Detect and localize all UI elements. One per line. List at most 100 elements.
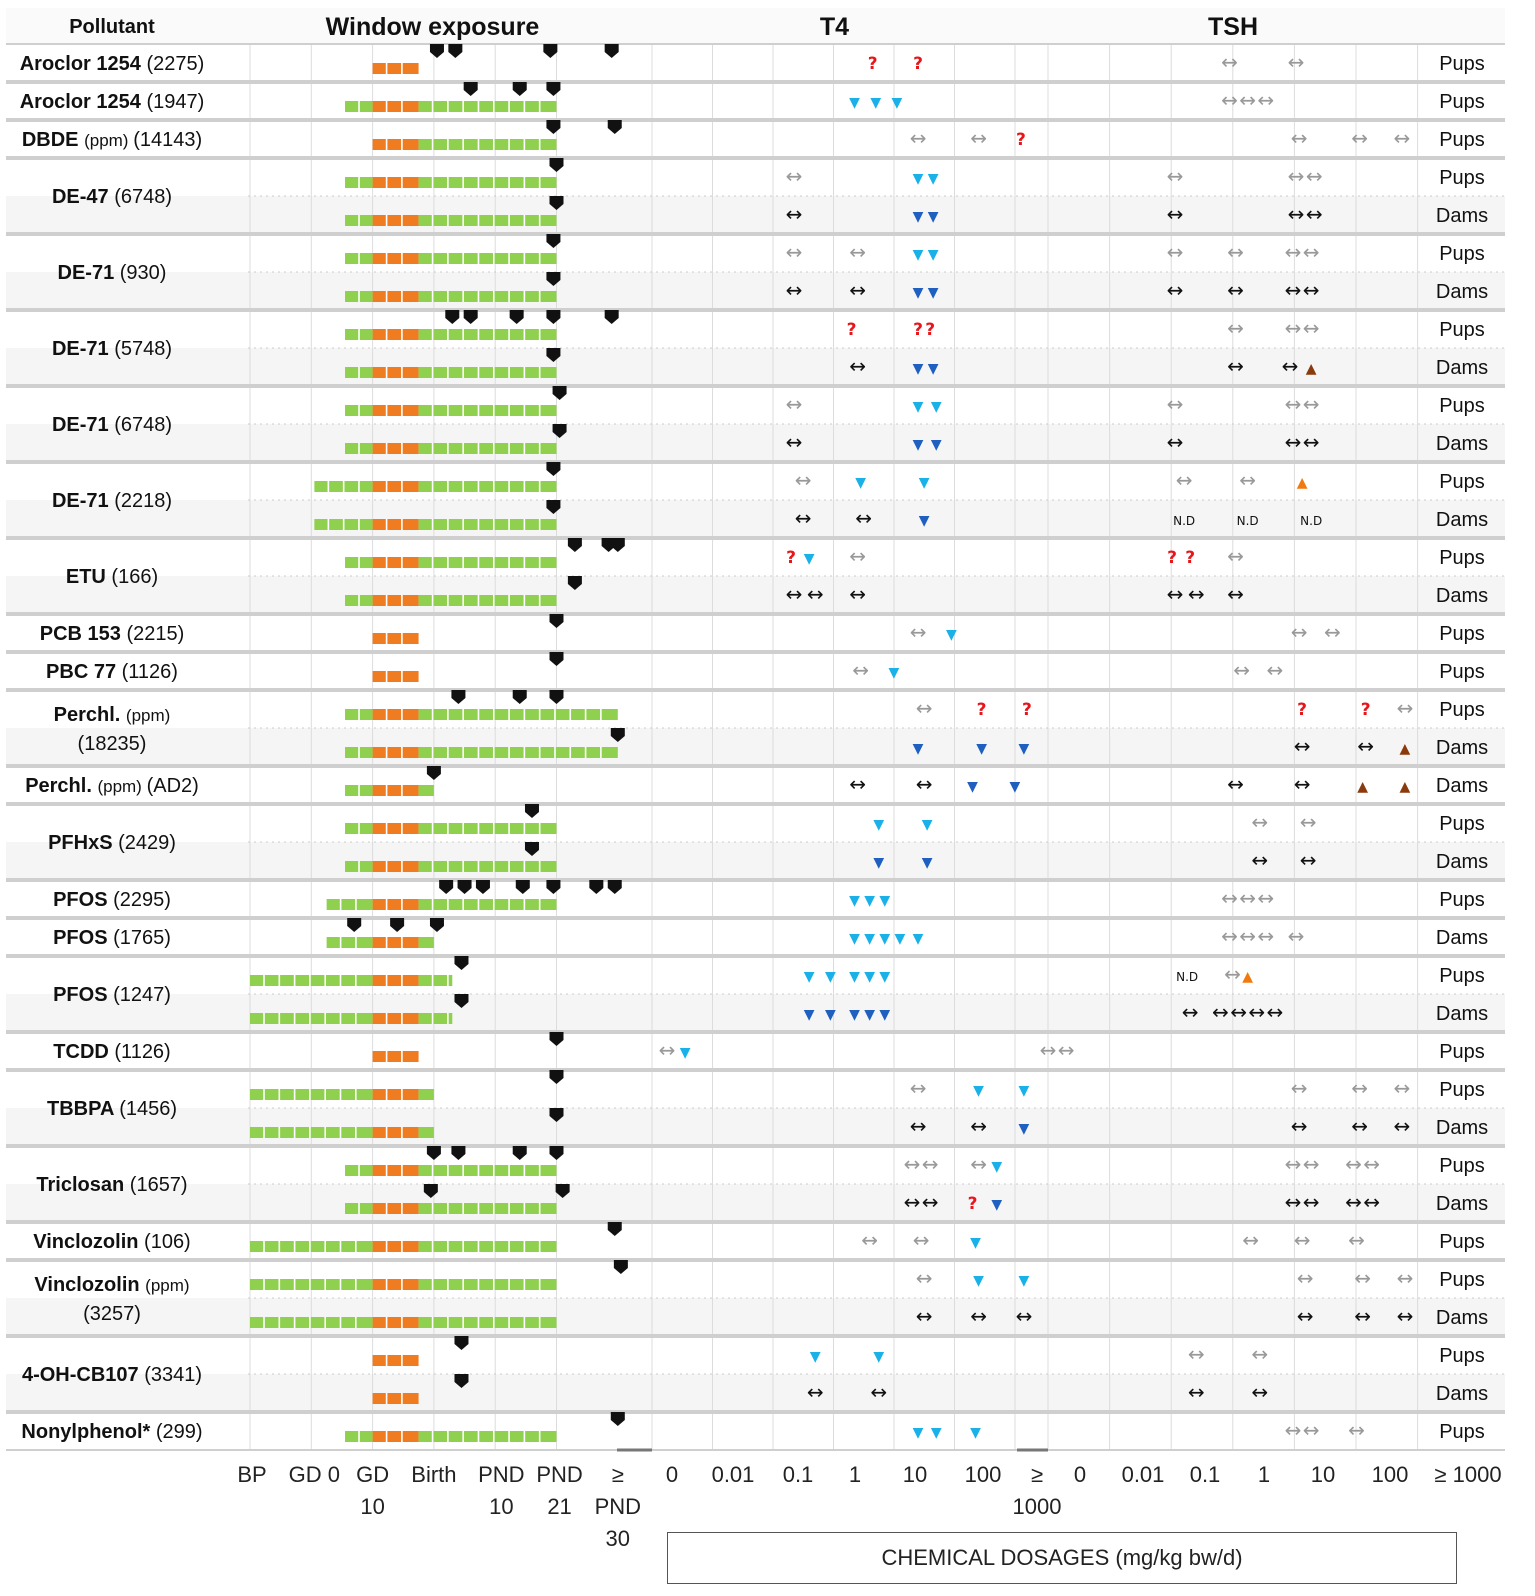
- tsh-effect-mark: ↔: [1266, 1000, 1283, 1024]
- pollutant-label: DE-71 (2218): [52, 490, 172, 512]
- t4-effect-mark: ▼: [804, 1007, 815, 1023]
- window-tick-label: PND: [478, 1462, 524, 1487]
- tsh-effect-mark: ↔: [1257, 88, 1274, 112]
- sex-label: Pups: [1439, 167, 1485, 189]
- t4-effect-mark: ▼: [913, 931, 924, 947]
- measurement-marker: [524, 804, 539, 818]
- t4-effect-mark: ▼: [849, 95, 860, 111]
- pollutant-label: PFHxS (2429): [48, 832, 176, 854]
- t4-effect-mark: ▼: [849, 969, 860, 985]
- tsh-dose-tick: 100: [1372, 1462, 1409, 1487]
- t4-effect-mark: ?: [1016, 130, 1026, 150]
- measurement-marker: [451, 1146, 466, 1160]
- t4-effect-mark: ?: [847, 320, 857, 340]
- pollutant-label: DE-71 (6748): [52, 414, 172, 436]
- pollutant-unit: (ppm): [145, 1276, 189, 1295]
- tsh-effect-mark: ↔: [1291, 620, 1308, 644]
- tsh-effect-mark: ↔: [1257, 924, 1274, 948]
- t4-dose-tick: 100: [965, 1462, 1002, 1487]
- tsh-effect-mark: ↔: [1248, 1000, 1265, 1024]
- exposure-bar: [372, 595, 419, 606]
- t4-effect-mark: ▼: [873, 1349, 884, 1365]
- measurement-marker: [552, 386, 567, 400]
- window-exposure-header: Window exposure: [326, 13, 540, 41]
- measurement-marker: [567, 576, 582, 590]
- t4-effect-mark: ▼: [922, 817, 933, 833]
- t4-effect-mark: ?: [786, 548, 796, 568]
- t4-effect-mark: ▼: [1019, 1121, 1030, 1137]
- measurement-marker: [607, 880, 622, 894]
- exposure-bar: [418, 709, 618, 720]
- exposure-bar: [418, 557, 557, 568]
- tsh-effect-mark: ↔: [1397, 1266, 1414, 1290]
- pollutant-reference: (6748): [114, 186, 172, 208]
- pollutant-reference: (2275): [146, 53, 204, 75]
- tsh-effect-mark: ↔: [1351, 1114, 1368, 1138]
- tsh-dose-tick: 0.1: [1190, 1462, 1221, 1487]
- pollutant-header: Pollutant: [69, 16, 155, 38]
- sex-label: Pups: [1439, 547, 1485, 569]
- measurement-marker: [610, 728, 625, 742]
- window-tick-label: 10: [360, 1494, 384, 1519]
- exposure-bar: [418, 1127, 434, 1138]
- sex-label: Pups: [1439, 395, 1485, 417]
- t4-effect-mark: ?: [977, 700, 987, 720]
- tsh-effect-mark: ↔: [1394, 126, 1411, 150]
- measurement-marker: [546, 880, 561, 894]
- measurement-marker: [463, 82, 478, 96]
- sex-label: Pups: [1439, 91, 1485, 113]
- tsh-effect-mark: ↔: [1167, 164, 1184, 188]
- tsh-effect-mark: ↔: [1282, 354, 1299, 378]
- sex-label: Dams: [1436, 1117, 1488, 1139]
- pollutant-label: Aroclor 1254 (1947): [20, 91, 205, 113]
- exposure-bar: [418, 1013, 453, 1024]
- tsh-effect-mark: ↔: [1212, 1000, 1229, 1024]
- window-tick-label: PND: [595, 1494, 641, 1519]
- tsh-effect-mark: ↔: [1221, 88, 1238, 112]
- exposure-bar: [372, 329, 419, 340]
- row-shade: [6, 348, 1505, 386]
- measurement-marker: [549, 652, 564, 666]
- measurement-marker: [546, 462, 561, 476]
- pollutant-reference: (18235): [78, 733, 147, 755]
- tsh-effect-mark: ↔: [1394, 1114, 1411, 1138]
- tsh-effect-mark: N.D: [1237, 514, 1259, 528]
- exposure-bar: [326, 899, 373, 910]
- tsh-effect-mark: ↔: [1288, 50, 1305, 74]
- pollutant-reference: (930): [120, 262, 167, 284]
- tsh-dose-tick: 1: [1258, 1462, 1270, 1487]
- tsh-effect-mark: ↔: [1394, 1076, 1411, 1100]
- row-shade: [6, 842, 1505, 880]
- measurement-marker: [546, 120, 561, 134]
- tsh-effect-mark: ↔: [1294, 772, 1311, 796]
- tsh-effect-mark: ↔: [1288, 202, 1305, 226]
- window-tick-label: 30: [606, 1526, 630, 1551]
- measurement-marker: [451, 690, 466, 704]
- pollutant-unit: (ppm): [84, 131, 133, 150]
- tsh-effect-mark: ↔: [1188, 1380, 1205, 1404]
- t4-effect-mark: ↔: [922, 1152, 939, 1176]
- sex-label: Pups: [1439, 1041, 1485, 1063]
- t4-effect-mark: ↔: [795, 468, 812, 492]
- tsh-effect-mark: ↔: [1291, 1114, 1308, 1138]
- tsh-dose-tick: ≥ 1000: [1434, 1462, 1501, 1487]
- tsh-effect-mark: ↔: [1306, 202, 1323, 226]
- pollutant-label: PFOS (2295): [53, 889, 171, 911]
- tsh-effect-mark: ↔: [1354, 1304, 1371, 1328]
- t4-effect-mark: ▼: [849, 893, 860, 909]
- t4-effect-mark: ▼: [804, 969, 815, 985]
- tsh-effect-mark: ↔: [1294, 734, 1311, 758]
- tsh-effect-mark: ↔: [1291, 1076, 1308, 1100]
- pollutant-label: ETU (166): [66, 566, 158, 588]
- exposure-bar: [418, 329, 557, 340]
- exposure-bar: [418, 1089, 434, 1100]
- tsh-effect-mark: ↔: [1285, 240, 1302, 264]
- pollutant-reference: (106): [144, 1231, 191, 1253]
- t4-effect-mark: ↔: [849, 278, 866, 302]
- t4-effect-mark: ▼: [931, 1425, 942, 1441]
- tsh-effect-mark: ↔: [1230, 1000, 1247, 1024]
- sex-label: Pups: [1439, 889, 1485, 911]
- sex-label: Dams: [1436, 1307, 1488, 1329]
- pollutant-label: DE-71 (930): [58, 262, 167, 284]
- tsh-effect-mark: ↔: [1297, 1304, 1314, 1328]
